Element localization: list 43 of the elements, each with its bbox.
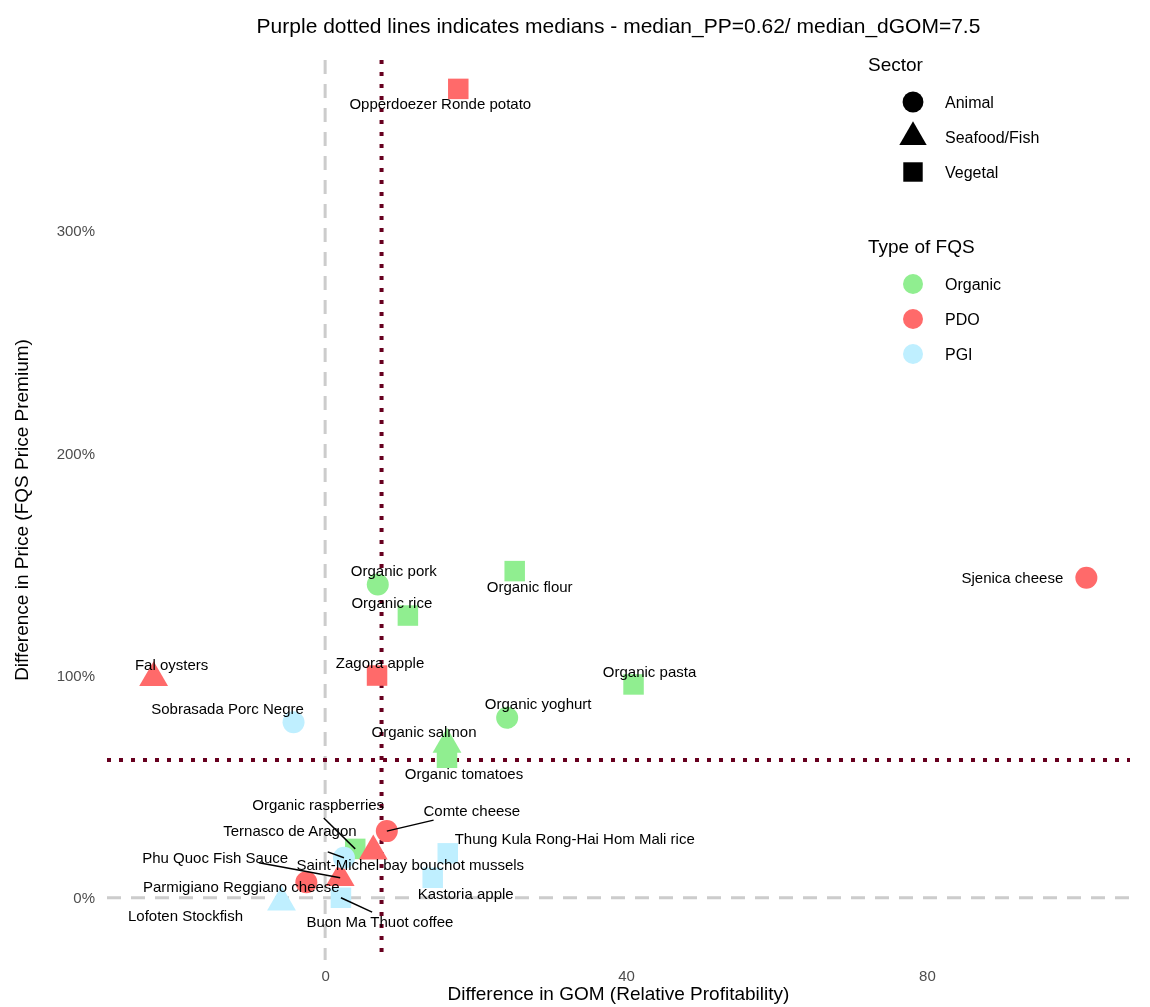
legend-label: PDO (945, 310, 980, 328)
annotation: Sector (868, 53, 924, 75)
legend-label: PGI (945, 345, 973, 363)
annotation: Kastoria apple (417, 885, 514, 903)
annotation: Animal (945, 93, 994, 111)
annotation: Thung Kula Rong-Hai Hom Mali rice (454, 829, 695, 847)
annotation: Opperdoezer Ronde potato (349, 95, 532, 113)
legend-label: Organic (945, 275, 1002, 293)
annotation: Lofoten Stockfish (127, 907, 244, 925)
annotation: Organic raspberries (252, 796, 385, 814)
legend-title: Type of FQS (868, 235, 975, 257)
annotation: Organic flour (486, 578, 573, 596)
annotation: Organic pork (350, 561, 438, 579)
x-axis-title: Difference in GOM (Relative Profitability) (447, 983, 790, 1004)
y-tick-label: 0% (73, 889, 95, 907)
y-axis-title: Difference in Price (FQS Price Premium) (11, 339, 32, 681)
x-tick-label: 0 (321, 966, 330, 984)
x-tick-label: 80 (919, 966, 936, 984)
point (1075, 566, 1098, 589)
y-tick-label: 200% (56, 444, 95, 462)
point (504, 560, 525, 582)
annotation: Zagora apple (335, 653, 425, 671)
annotation: Buon Ma Thuot coffee (306, 913, 454, 931)
annotation: Organic pasta (602, 662, 697, 680)
y-tick-label: 300% (56, 222, 95, 240)
annotation: Organic salmon (371, 722, 477, 740)
annotation: Organic tomatoes (404, 765, 524, 783)
annotation: Sjenica cheese (961, 569, 1064, 587)
annotation: Organic yoghurt (484, 695, 593, 713)
chart-title: Purple dotted lines indicates medians - median_PP=0.62/ median_dGOM=7.5 (256, 14, 981, 38)
annotation: Seafood/Fish (945, 128, 1040, 146)
annotation: Sobrasada Porc Negre (151, 700, 304, 718)
y-tick-label: 100% (56, 666, 95, 684)
annotation: Organic rice (351, 593, 433, 611)
annotation: Vegetal (945, 163, 999, 181)
annotation: Phu Quoc Fish Sauce (142, 849, 289, 867)
x-tick-label: 40 (618, 966, 635, 984)
annotation: Comte cheese (423, 802, 521, 820)
point (375, 820, 398, 843)
annotation: Parmigiano Reggiano cheese (142, 878, 340, 896)
annotation: Fal oysters (134, 656, 209, 674)
point (448, 78, 469, 100)
annotation: Saint-Michel bay bouchot mussels (296, 856, 525, 874)
